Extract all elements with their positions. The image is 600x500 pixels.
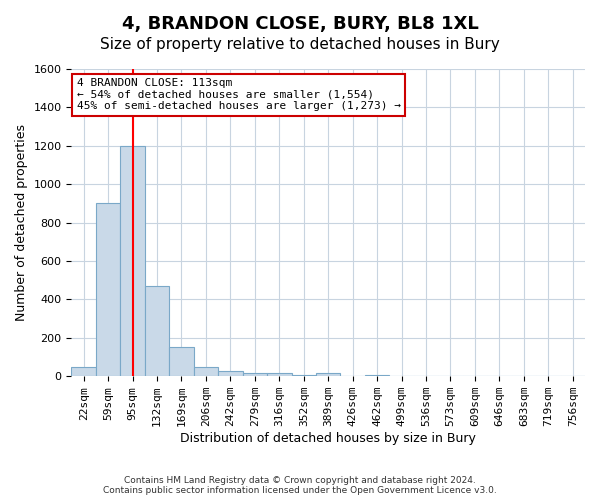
- Bar: [242, 374, 267, 376]
- Bar: [316, 374, 340, 376]
- Text: 4 BRANDON CLOSE: 113sqm
← 54% of detached houses are smaller (1,554)
45% of semi: 4 BRANDON CLOSE: 113sqm ← 54% of detache…: [77, 78, 401, 112]
- Bar: [267, 374, 292, 376]
- Bar: [96, 204, 121, 376]
- Y-axis label: Number of detached properties: Number of detached properties: [15, 124, 28, 321]
- Bar: [145, 286, 169, 376]
- Text: Size of property relative to detached houses in Bury: Size of property relative to detached ho…: [100, 38, 500, 52]
- Bar: [194, 366, 218, 376]
- Bar: [218, 372, 242, 376]
- Bar: [71, 366, 96, 376]
- X-axis label: Distribution of detached houses by size in Bury: Distribution of detached houses by size …: [180, 432, 476, 445]
- Bar: [169, 348, 194, 376]
- Text: 4, BRANDON CLOSE, BURY, BL8 1XL: 4, BRANDON CLOSE, BURY, BL8 1XL: [122, 15, 478, 33]
- Text: Contains HM Land Registry data © Crown copyright and database right 2024.
Contai: Contains HM Land Registry data © Crown c…: [103, 476, 497, 495]
- Bar: [121, 146, 145, 376]
